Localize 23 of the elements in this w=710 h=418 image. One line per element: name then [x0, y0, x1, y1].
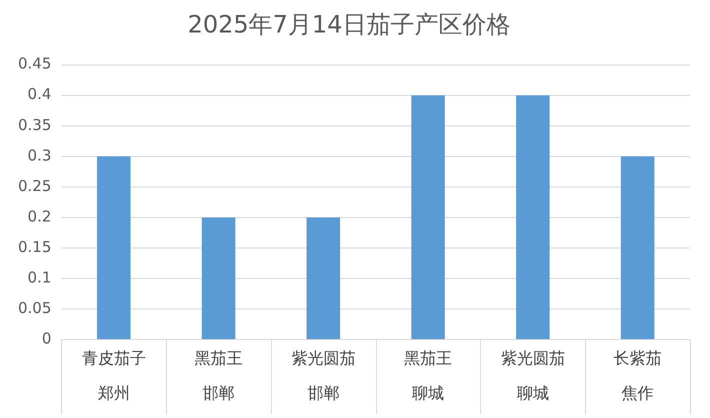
y-tick-label: 0: [42, 329, 52, 348]
y-tick-label: 0.25: [18, 176, 52, 195]
bar: [306, 217, 340, 340]
y-tick-label: 0.35: [18, 116, 52, 134]
chart-title: 2025年7月14日茄子产区价格: [188, 10, 510, 39]
y-tick-label: 0.1: [28, 268, 52, 286]
bar: [516, 95, 550, 340]
bar: [620, 156, 654, 340]
bar: [97, 156, 131, 340]
x-tick-label: 黑茄王邯郸: [194, 348, 243, 403]
y-tick-label: 0.4: [28, 85, 52, 104]
y-tick-label: 0.3: [28, 146, 52, 164]
y-tick-label: 0.05: [18, 298, 52, 317]
y-tick-label: 0.2: [28, 207, 52, 226]
y-tick-label: 0.15: [18, 238, 52, 256]
x-tick-label: 黑茄王聊城: [404, 348, 452, 403]
y-tick-label: 0.45: [18, 54, 52, 73]
x-tick-label: 长紫茄焦作: [614, 348, 662, 403]
bar: [411, 95, 445, 340]
x-tick-label: 紫光圆茄邯郸: [291, 348, 356, 403]
x-tick-label: 青皮茄子郑州: [82, 348, 146, 403]
x-tick-label: 紫光圆茄聊城: [500, 348, 565, 403]
bar: [202, 217, 236, 340]
